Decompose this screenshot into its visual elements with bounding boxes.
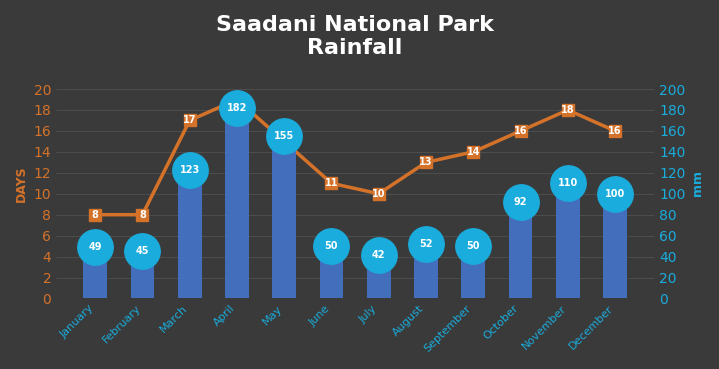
- Text: 16: 16: [608, 126, 622, 136]
- Text: 10: 10: [372, 189, 385, 199]
- Point: [562, 180, 574, 186]
- Text: 8: 8: [92, 210, 99, 220]
- Bar: [367, 255, 390, 299]
- Bar: [273, 136, 296, 299]
- Text: 49: 49: [88, 242, 102, 252]
- Text: 8: 8: [139, 210, 146, 220]
- Point: [232, 105, 243, 111]
- Text: 50: 50: [467, 241, 480, 251]
- Bar: [83, 247, 107, 299]
- Text: 17: 17: [183, 115, 196, 125]
- Text: 16: 16: [514, 126, 527, 136]
- Bar: [178, 170, 201, 299]
- Text: 45: 45: [136, 246, 149, 256]
- Y-axis label: mm: mm: [691, 170, 704, 196]
- Point: [421, 241, 432, 247]
- Y-axis label: DAYS: DAYS: [15, 165, 28, 201]
- Point: [326, 243, 337, 249]
- Point: [467, 243, 479, 249]
- Point: [89, 244, 101, 250]
- Text: 11: 11: [325, 178, 338, 188]
- Text: 155: 155: [274, 131, 294, 141]
- Text: 123: 123: [180, 165, 200, 175]
- Text: 15: 15: [278, 137, 291, 146]
- Bar: [603, 194, 627, 299]
- Bar: [509, 202, 532, 299]
- Point: [609, 191, 620, 197]
- Text: 50: 50: [325, 241, 338, 251]
- Point: [278, 133, 290, 139]
- Title: Saadani National Park
Rainfall: Saadani National Park Rainfall: [216, 15, 494, 58]
- Text: 182: 182: [226, 103, 247, 113]
- Bar: [225, 108, 249, 299]
- Bar: [320, 246, 343, 299]
- Bar: [556, 183, 580, 299]
- Point: [515, 199, 526, 205]
- Text: 110: 110: [558, 178, 578, 188]
- Bar: [414, 244, 438, 299]
- Text: 42: 42: [372, 249, 385, 259]
- Point: [137, 248, 148, 254]
- Text: 52: 52: [419, 239, 433, 249]
- Text: 19: 19: [230, 94, 244, 104]
- Point: [184, 167, 196, 173]
- Text: 13: 13: [419, 157, 433, 168]
- Text: 100: 100: [605, 189, 626, 199]
- Text: 18: 18: [561, 105, 574, 115]
- Point: [373, 252, 385, 258]
- Bar: [462, 246, 485, 299]
- Text: 14: 14: [467, 147, 480, 157]
- Bar: [131, 251, 155, 299]
- Text: 92: 92: [514, 197, 527, 207]
